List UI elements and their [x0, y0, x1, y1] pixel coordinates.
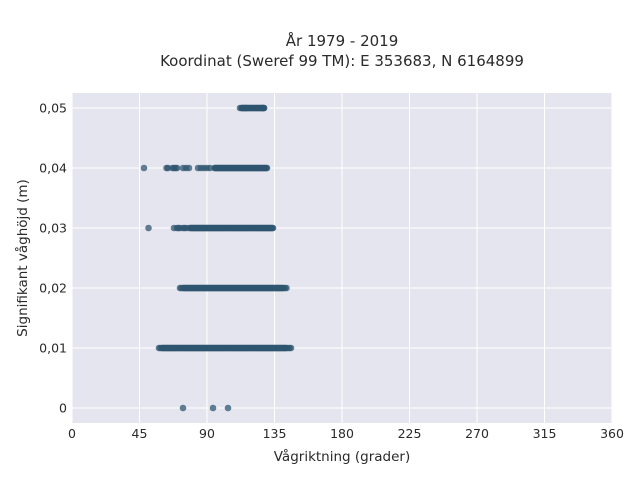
data-points: [140, 104, 295, 412]
x-tick-label: 135: [263, 426, 287, 441]
x-tick-label: 360: [600, 426, 624, 441]
data-point: [206, 164, 214, 172]
y-tick-label: 0: [59, 401, 67, 416]
x-tick-label: 225: [398, 426, 422, 441]
y-tick-label: 0,03: [39, 221, 67, 236]
x-tick-label: 180: [330, 426, 354, 441]
chart-title-line1: År 1979 - 2019: [286, 31, 399, 50]
tick-labels: 0 45 90 135 180 225 270 315 360 0 0,01 0,02 0,03 0,04…: [39, 101, 624, 442]
data-point: [224, 404, 232, 412]
data-point: [157, 344, 164, 352]
x-tick-label: 270: [465, 426, 489, 441]
data-point: [263, 164, 271, 172]
data-point: [179, 404, 187, 412]
data-point: [283, 284, 290, 292]
y-tick-label: 0,02: [39, 281, 67, 296]
data-point: [209, 404, 217, 412]
data-point: [178, 284, 185, 292]
data-point: [269, 224, 277, 232]
y-tick-label: 0,01: [39, 341, 67, 356]
y-tick-label: 0,05: [39, 101, 67, 116]
y-axis-label: Signifikant våghöjd (m): [14, 179, 31, 337]
data-point: [173, 164, 181, 172]
data-point: [287, 344, 295, 352]
x-tick-label: 90: [199, 426, 215, 441]
data-point: [260, 104, 268, 112]
data-point: [145, 224, 152, 232]
data-point: [185, 164, 193, 172]
data-point: [140, 164, 148, 172]
y-tick-label: 0,04: [39, 161, 67, 176]
grid-lines: [71, 93, 613, 423]
x-tick-label: 45: [132, 426, 148, 441]
x-tick-label: 0: [68, 426, 76, 441]
data-point: [242, 104, 250, 112]
x-axis-label: Vågriktning (grader): [274, 448, 411, 465]
x-tick-label: 315: [533, 426, 557, 441]
chart-title-line2: Koordinat (Sweref 99 TM): E 353683, N 61…: [160, 52, 524, 70]
data-point: [185, 224, 193, 232]
